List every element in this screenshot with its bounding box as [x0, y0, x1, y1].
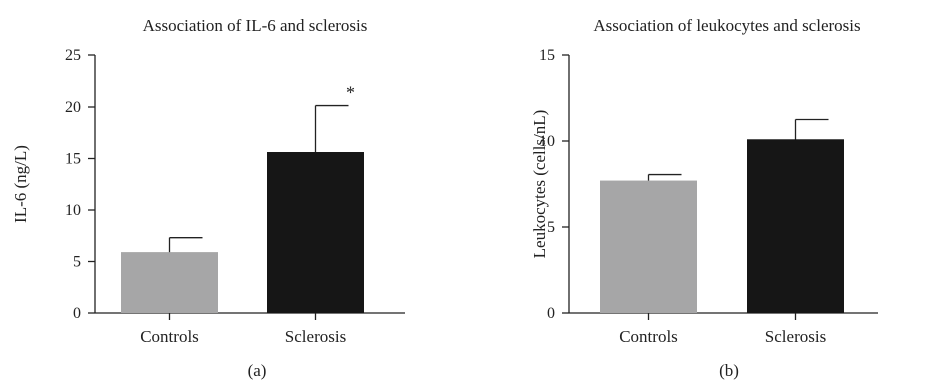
y-tick-label: 10	[539, 133, 555, 150]
chart-title: Association of IL-6 and sclerosis	[143, 16, 368, 35]
y-tick-label: 25	[65, 47, 81, 64]
significance-marker: *	[346, 83, 355, 103]
y-axis-label: Leukocytes (cells/nL)	[530, 110, 549, 259]
x-tick-label: Sclerosis	[765, 327, 826, 346]
bar-controls	[600, 180, 697, 313]
x-tick-label: Controls	[140, 327, 199, 346]
y-tick-label: 5	[547, 219, 555, 236]
y-tick-label: 10	[65, 202, 81, 219]
bar-sclerosis	[747, 139, 844, 313]
y-tick-label: 0	[73, 305, 81, 322]
bar-sclerosis	[267, 152, 364, 313]
y-tick-label: 15	[539, 47, 555, 64]
y-axis-label: IL-6 (ng/L)	[11, 145, 30, 223]
panel-label: (b)	[719, 361, 739, 380]
x-tick-label: Controls	[619, 327, 678, 346]
y-tick-label: 5	[73, 254, 81, 271]
y-tick-label: 15	[65, 151, 81, 168]
y-tick-label: 0	[547, 305, 555, 322]
bar-controls	[121, 252, 218, 313]
panel-label: (a)	[248, 361, 267, 380]
chart-title: Association of leukocytes and sclerosis	[593, 16, 860, 35]
y-tick-label: 20	[65, 99, 81, 116]
x-tick-label: Sclerosis	[285, 327, 346, 346]
